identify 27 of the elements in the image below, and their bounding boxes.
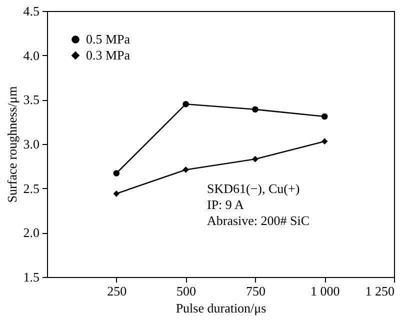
point — [321, 113, 328, 120]
y-axis-title: Surface roughness/μm — [4, 86, 20, 203]
x-tick-label: 750 — [246, 284, 266, 298]
legend-label: 0.5 MPa — [86, 32, 130, 46]
point — [182, 100, 189, 108]
y-tick-label: 2.5 — [23, 180, 40, 196]
y-tick-label: 4.5 — [23, 4, 40, 18]
x-axis-title: Pulse duration/μs — [176, 300, 266, 316]
point — [252, 106, 258, 113]
point — [252, 156, 258, 162]
annotation: IP: 9 A — [207, 197, 244, 212]
annotation: SKD61(−), Cu(+) — [207, 181, 300, 196]
x-tick-label: 1 250 — [365, 284, 394, 298]
point — [321, 138, 328, 144]
annotation: Abrasive: 200# SiC — [207, 213, 310, 228]
point — [113, 190, 120, 197]
y-tick-label: 1.5 — [23, 270, 40, 284]
y-tick-label: 3.0 — [23, 136, 40, 152]
point — [113, 170, 120, 176]
y-tick-label: 4.0 — [23, 48, 40, 63]
x-tick-label: 500 — [176, 284, 196, 298]
y-tick-label: 3.5 — [23, 92, 40, 108]
x-tick-label: 250 — [107, 284, 127, 298]
point — [182, 166, 189, 173]
legend-label: 0.3 MPa — [86, 48, 130, 62]
y-tick-label: 2.0 — [23, 225, 40, 240]
x-tick-label: 1 000 — [310, 284, 340, 298]
